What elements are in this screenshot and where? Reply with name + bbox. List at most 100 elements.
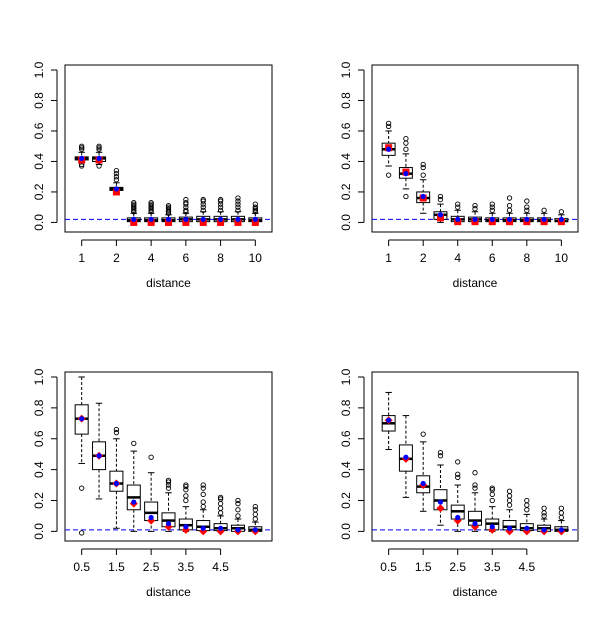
- outlier-point: [96, 143, 102, 149]
- blue-marker: [200, 525, 206, 531]
- outlier-point: [131, 199, 137, 206]
- y-tick-label: 0.6: [339, 430, 353, 447]
- box-4: [433, 449, 448, 526]
- outlier-point: [385, 123, 392, 130]
- outlier-point: [165, 485, 172, 491]
- outlier-point: [113, 171, 120, 177]
- outlier-point: [200, 491, 206, 497]
- outlier-point: [200, 482, 206, 488]
- chart-panel-bottom-left: 0.0 0.2 0.4 0.6 0.8 1.0 0.5 1.5 2.5 3.5 4.5 distanc…: [32, 368, 273, 599]
- blue-marker: [183, 524, 189, 530]
- outlier-point: [79, 163, 85, 169]
- y-tick-label: 0.2: [32, 492, 46, 509]
- box-4: [126, 440, 141, 532]
- outlier-point: [235, 500, 241, 507]
- outlier-point: [455, 204, 461, 210]
- y-tick-label: 1.0: [339, 368, 353, 385]
- outlier-point: [96, 145, 102, 151]
- outlier-point: [217, 510, 224, 516]
- outlier-point: [79, 143, 85, 149]
- blue-marker: [420, 480, 426, 487]
- outlier-point: [506, 203, 513, 209]
- blue-marker: [472, 216, 478, 222]
- outlier-point: [420, 431, 426, 437]
- y-tick-label: 0.4: [339, 153, 353, 170]
- y-tick-label: 1.0: [32, 368, 46, 385]
- outlier-point: [489, 201, 495, 207]
- outlier-point: [472, 482, 478, 488]
- x-tick-label: 6: [183, 251, 190, 265]
- y-tick-label: 0.8: [32, 92, 46, 109]
- blue-marker: [217, 525, 224, 531]
- outlier-point: [506, 195, 513, 201]
- red-marker: [251, 218, 259, 226]
- outlier-point: [252, 507, 258, 513]
- outlier-point: [403, 146, 409, 152]
- blue-marker: [386, 417, 392, 423]
- outlier-point: [96, 163, 102, 169]
- y-tick-label: 1.0: [339, 61, 353, 78]
- outlier-point: [489, 487, 495, 493]
- outlier-point: [420, 164, 426, 171]
- blue-marker: [558, 527, 564, 533]
- outlier-point: [200, 196, 206, 203]
- outlier-point: [506, 488, 513, 494]
- y-tick-label: 0.6: [339, 122, 353, 139]
- blue-marker: [437, 212, 444, 218]
- y-tick-label: 0.8: [339, 92, 353, 109]
- outlier-point: [235, 507, 241, 513]
- y-tick-label: 0.8: [32, 399, 46, 416]
- y-tick-label: 0.6: [32, 122, 46, 139]
- outlier-point: [165, 203, 172, 209]
- box-5: [144, 454, 159, 532]
- blue-marker: [541, 216, 547, 222]
- blue-marker: [506, 525, 513, 531]
- x-tick-label: 1.5: [108, 560, 125, 574]
- blue-marker: [79, 155, 85, 162]
- blue-marker: [455, 216, 461, 222]
- red-marker: [436, 504, 445, 513]
- outlier-point: [252, 516, 258, 522]
- blue-marker: [403, 454, 409, 460]
- outlier-point: [472, 485, 478, 491]
- box-3: [109, 426, 124, 529]
- plot-frame: [371, 371, 579, 542]
- plot-frame: [64, 64, 273, 233]
- red-marker: [130, 218, 138, 226]
- outlier-point: [524, 198, 530, 204]
- outlier-point: [506, 493, 513, 499]
- chart-panel-bottom-right: 0.0 0.2 0.4 0.6 0.8 1.0 0.5 1.5 2.5 3.5 4.5 distanc…: [339, 368, 579, 599]
- blue-marker: [148, 216, 154, 222]
- outlier-point: [217, 505, 224, 511]
- blue-marker: [235, 216, 241, 222]
- x-tick-label: 0.5: [73, 560, 90, 574]
- blue-marker: [472, 521, 478, 527]
- y-tick-label: 0.6: [32, 430, 46, 447]
- outlier-point: [113, 177, 120, 183]
- outlier-point: [472, 206, 478, 212]
- outlier-point: [183, 493, 189, 499]
- x-axis-title: distance: [453, 276, 498, 290]
- outlier-point: [455, 471, 461, 477]
- blue-marker: [217, 216, 224, 222]
- y-tick-label: 0.4: [339, 461, 353, 478]
- outlier-point: [200, 499, 206, 505]
- x-tick-label: 8: [217, 251, 224, 265]
- blue-marker: [489, 216, 495, 222]
- blue-marker: [437, 499, 444, 505]
- outlier-point: [472, 470, 478, 476]
- outlier-point: [252, 204, 258, 210]
- outlier-point: [524, 497, 530, 504]
- outlier-point: [235, 497, 241, 504]
- outlier-point: [524, 204, 530, 210]
- blue-marker: [131, 216, 137, 222]
- outlier-point: [506, 497, 513, 504]
- x-tick-label: 0.5: [380, 560, 397, 574]
- outlier-point: [455, 474, 461, 480]
- x-axis-title: distance: [146, 276, 191, 290]
- outlier-point: [148, 199, 154, 206]
- outlier-point: [148, 454, 154, 460]
- plot-frame: [371, 64, 579, 233]
- outlier-point: [200, 485, 206, 491]
